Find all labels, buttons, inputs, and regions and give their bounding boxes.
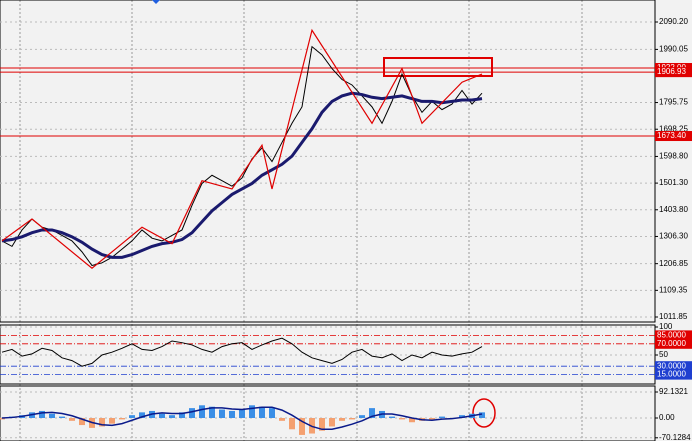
- histogram-bar: [129, 415, 135, 419]
- level-label: 15.0000: [657, 370, 686, 379]
- histogram-bar: [289, 418, 295, 430]
- histogram-bar: [299, 418, 305, 435]
- series-line: [1, 337, 483, 367]
- level-label: 1673.40: [657, 131, 686, 140]
- histogram-bar: [329, 418, 335, 427]
- histogram-bar: [259, 406, 265, 419]
- v-grid: [19, 0, 583, 441]
- highlight-circle: [472, 398, 496, 428]
- histogram-bar: [409, 418, 415, 423]
- series-line: [1, 406, 483, 431]
- histogram-bar: [139, 412, 145, 419]
- histogram-bar: [349, 418, 355, 420]
- histogram-bar: [459, 415, 465, 419]
- series-line: [1, 91, 483, 259]
- y-tick-label: 100: [659, 322, 673, 331]
- y-tick-label: -70.1284: [659, 433, 691, 441]
- y-tick-label: 1206.85: [659, 259, 688, 268]
- histogram-bar: [99, 418, 105, 427]
- level-label-bg: [655, 67, 692, 78]
- histogram-bar: [249, 405, 255, 419]
- zigzag: [1, 28, 483, 270]
- histogram-bar: [319, 418, 325, 431]
- y-tick-label: 0.00: [659, 413, 675, 422]
- histogram-bar: [229, 410, 235, 419]
- y-tick-label: 1990.05: [659, 45, 688, 54]
- level-label: 30.0000: [657, 361, 686, 370]
- histogram-bar: [69, 418, 75, 421]
- level-label-bg: [655, 369, 692, 380]
- y-tick-label: 1403.80: [659, 205, 688, 214]
- histogram-bar: [39, 410, 45, 419]
- arrow-marker: [152, 0, 160, 4]
- histogram-bar: [219, 409, 225, 419]
- histogram-bar: [439, 416, 445, 419]
- y-tick-label: 2090.20: [659, 17, 688, 26]
- resistance-box: [383, 57, 493, 77]
- histogram-bar: [209, 406, 215, 419]
- histogram-bar: [479, 412, 485, 419]
- histogram-bar: [159, 413, 165, 419]
- level-label-bg: [655, 361, 692, 372]
- histogram-bar: [359, 415, 365, 419]
- histogram-bar: [189, 408, 195, 419]
- histogram-bar: [239, 409, 245, 419]
- level-label-bg: [655, 338, 692, 349]
- level-label: 70.0000: [657, 339, 686, 348]
- level-label-bg: [655, 330, 692, 341]
- y-tick-label: 1011.85: [659, 312, 688, 321]
- y-tick-label: 1501.30: [659, 178, 688, 187]
- histogram-bar: [269, 408, 275, 419]
- y-tick-label: 1109.35: [659, 285, 688, 294]
- y-tick-label: 50: [659, 350, 668, 359]
- histogram-bar: [279, 418, 285, 421]
- level-label-bg: [655, 131, 692, 142]
- histogram-bar: [49, 413, 55, 419]
- histogram-bar: [369, 408, 375, 419]
- histogram-bar: [429, 418, 435, 420]
- histogram-bar: [169, 415, 175, 419]
- level-label: 1906.93: [657, 67, 686, 76]
- histogram-bar: [179, 412, 185, 419]
- series-line: [1, 45, 483, 267]
- y-tick-label: 1698.25: [659, 124, 688, 133]
- histogram-bar: [59, 416, 65, 419]
- macd-panel: [0, 385, 656, 441]
- histogram-bar: [109, 418, 115, 424]
- histogram-bar: [399, 418, 405, 420]
- y-tick-label: 1306.30: [659, 232, 688, 241]
- y-tick-label: 92.1321: [659, 387, 688, 396]
- histogram-bar: [119, 418, 125, 420]
- level-label: 85.0000: [657, 331, 686, 340]
- histogram-bar: [79, 418, 85, 426]
- main-panel: [0, 0, 656, 323]
- y-tick-label: 1598.80: [659, 152, 688, 161]
- y-tick-label: 1795.75: [659, 98, 688, 107]
- histogram-bar: [389, 416, 395, 419]
- histogram-bar: [199, 405, 205, 419]
- histogram-bar: [339, 418, 345, 421]
